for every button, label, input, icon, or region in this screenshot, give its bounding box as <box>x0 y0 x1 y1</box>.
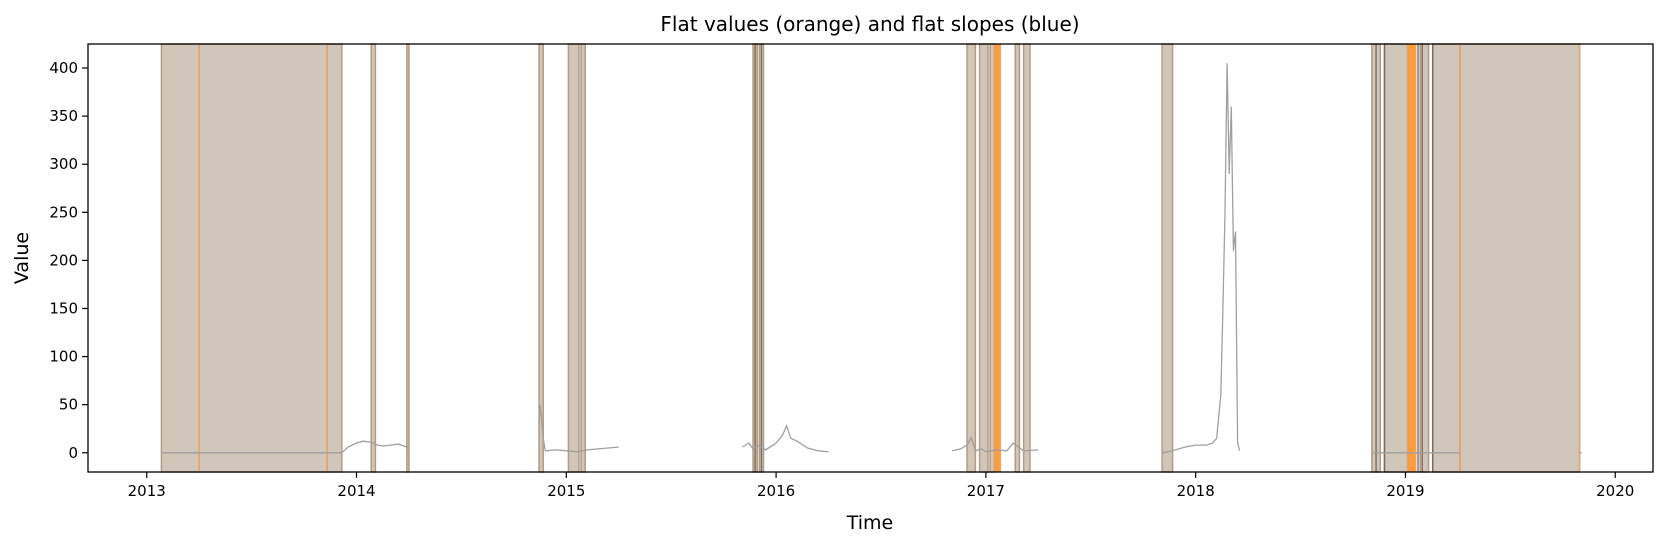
y-tick-label: 200 <box>49 251 78 269</box>
flat-slope-region <box>406 43 410 473</box>
x-tick-label: 2015 <box>547 482 585 500</box>
flat-slope-region <box>1022 43 1031 473</box>
x-tick-label: 2014 <box>337 482 375 500</box>
flat-value-region <box>1407 43 1417 473</box>
x-tick-label: 2016 <box>757 482 795 500</box>
y-tick-label: 150 <box>49 299 78 317</box>
flat-slope-region <box>978 43 989 473</box>
y-tick-label: 50 <box>59 396 78 414</box>
flat-slope-region <box>1161 43 1174 473</box>
series-line <box>538 404 619 453</box>
x-tick-label: 2020 <box>1596 482 1634 500</box>
flat-slope-region <box>1383 43 1409 473</box>
flat-slope-region <box>1419 43 1430 473</box>
series-line <box>1161 63 1241 454</box>
flat-value-region <box>993 43 1002 473</box>
x-axis: 2013 2014 2015 2016 2017 2018 2019 2020 <box>128 472 1634 500</box>
flat-slope-region <box>326 43 343 473</box>
y-axis-label: Value <box>11 232 33 284</box>
y-tick-label: 400 <box>49 59 78 77</box>
flat-slope-region <box>580 43 586 473</box>
flat-slope-region <box>567 43 580 473</box>
series-lines <box>161 63 1582 454</box>
x-tick-label: 2018 <box>1177 482 1215 500</box>
y-tick-label: 0 <box>68 444 78 462</box>
series-line <box>952 435 1039 453</box>
series-line <box>341 440 410 454</box>
plot-frame <box>87 43 1654 473</box>
series-line <box>742 423 829 453</box>
flat-slope-region <box>1431 43 1461 473</box>
flat-slope-region <box>160 43 200 473</box>
x-tick-label: 2013 <box>128 482 166 500</box>
y-tick-label: 250 <box>49 203 78 221</box>
x-tick-label: 2019 <box>1386 482 1424 500</box>
flat-slope-region <box>1459 43 1581 473</box>
flat-slope-region <box>198 43 328 473</box>
y-tick-label: 100 <box>49 348 78 366</box>
y-tick-label: 300 <box>49 155 78 173</box>
flat-slope-region <box>1014 43 1021 473</box>
flat-slope-region <box>989 43 996 473</box>
x-tick-label: 2017 <box>967 482 1005 500</box>
flat-slope-region <box>966 43 977 473</box>
chart-title: Flat values (orange) and flat slopes (bl… <box>660 12 1079 36</box>
flat-slope-region <box>370 43 377 473</box>
x-axis-label: Time <box>846 512 894 534</box>
y-axis: 0 50 100 150 200 250 300 350 400 <box>49 59 88 462</box>
y-tick-label: 350 <box>49 107 78 125</box>
highlight-regions <box>160 43 1581 473</box>
